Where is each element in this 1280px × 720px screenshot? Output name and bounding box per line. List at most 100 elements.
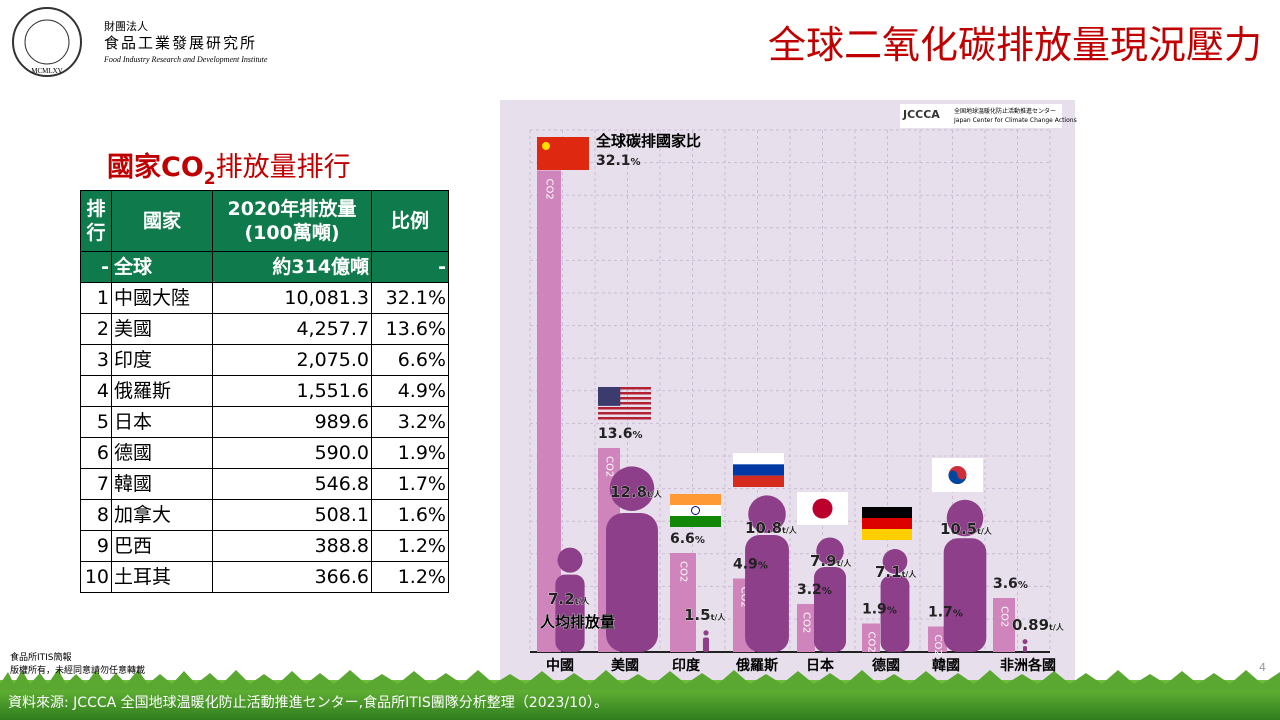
table-cell: 8 bbox=[80, 499, 112, 531]
total-cell: 約314億噸 bbox=[212, 251, 372, 283]
table-cell: 土耳其 bbox=[111, 561, 213, 593]
header-cell: 排行 bbox=[80, 190, 112, 252]
figure-body bbox=[943, 538, 987, 652]
bar-co2: CO2 bbox=[739, 587, 750, 608]
bar-co2: CO2 bbox=[604, 456, 615, 477]
bar-co2: CO2 bbox=[801, 612, 812, 633]
per-capita-label: 10.5t/人 bbox=[940, 520, 993, 538]
per-capita-label: 0.89t/人 bbox=[1012, 616, 1065, 634]
country-label: 韓國 bbox=[932, 657, 960, 674]
share-value: 4.9 bbox=[733, 557, 758, 573]
header-cell: 國家 bbox=[111, 190, 213, 252]
per-capita-figure bbox=[880, 549, 910, 652]
grass-blades bbox=[0, 669, 1280, 690]
flag bbox=[670, 494, 721, 505]
share-bar bbox=[537, 170, 561, 652]
total-row: - 全球 約314億噸 - bbox=[80, 251, 449, 283]
table-cell: 9 bbox=[80, 530, 112, 562]
figure-body bbox=[702, 637, 710, 652]
country-label: 德國 bbox=[872, 657, 900, 674]
header-text: (100萬噸) bbox=[244, 222, 340, 244]
header-text: 行 bbox=[86, 222, 106, 244]
per-capita-label: 7.9t/人 bbox=[810, 552, 852, 570]
share-value: 3.2 bbox=[797, 582, 822, 598]
table-cell: 印度 bbox=[111, 344, 213, 376]
total-cell: 全球 bbox=[111, 251, 213, 283]
per-capita-figure bbox=[555, 547, 585, 652]
per-capita-unit: t/人 bbox=[837, 558, 853, 568]
share-value: 6.6 bbox=[670, 531, 695, 547]
share-label: 3.6% bbox=[993, 576, 1028, 592]
table-cell: 7 bbox=[80, 468, 112, 500]
per-capita-unit: t/人 bbox=[1049, 622, 1065, 632]
table-cell: 中國大陸 bbox=[111, 282, 213, 314]
table-cell: 5 bbox=[80, 406, 112, 438]
country-label: 美國 bbox=[611, 657, 639, 674]
flag bbox=[670, 505, 721, 516]
share-bar bbox=[670, 553, 696, 652]
flag bbox=[537, 137, 589, 170]
table-cell: 1.6% bbox=[371, 499, 449, 531]
org-type: 財團法人 bbox=[104, 19, 148, 33]
share-unit: % bbox=[1018, 580, 1028, 591]
per-capita-title: 人均排放量 bbox=[540, 613, 615, 631]
org-english: Food Industry Research and Development I… bbox=[103, 55, 268, 64]
org-name: 食品工業發展研究所 bbox=[104, 34, 257, 52]
table-cell: 1.9% bbox=[371, 437, 449, 469]
table-row: 10 土耳其 366.6 1.2% bbox=[80, 561, 449, 593]
per-capita-value: 10.5 bbox=[940, 520, 977, 538]
header-text: 比例 bbox=[390, 210, 429, 232]
share-unit: % bbox=[887, 606, 897, 617]
table-cell: 3 bbox=[80, 344, 112, 376]
share-unit: % bbox=[633, 430, 643, 441]
table-cell: 6.6% bbox=[371, 344, 449, 376]
figure-head bbox=[703, 630, 709, 636]
share-value: 1.9 bbox=[862, 602, 887, 618]
per-capita-value: 7.9 bbox=[810, 552, 837, 570]
figure-body bbox=[555, 574, 585, 652]
bar-co2: CO2 bbox=[678, 561, 689, 582]
table-caption: 國家CO2排放量排行 bbox=[107, 151, 351, 189]
per-capita-figure bbox=[1022, 639, 1028, 652]
table-row: 2 美國 4,257.7 13.6% bbox=[80, 313, 449, 345]
flag-sun bbox=[812, 498, 833, 519]
per-capita-unit: t/人 bbox=[711, 612, 727, 622]
figure-head bbox=[946, 499, 984, 537]
flag bbox=[670, 516, 721, 527]
share-label: 6.6% bbox=[670, 531, 705, 547]
share-title: 全球碳排國家比 bbox=[595, 132, 701, 150]
per-capita-label: 7.2t/人 bbox=[548, 590, 590, 608]
jccca-logo bbox=[900, 104, 1062, 128]
table-cell: 加拿大 bbox=[111, 499, 213, 531]
per-capita-figure bbox=[943, 499, 987, 652]
table-cell: 13.6% bbox=[371, 313, 449, 345]
per-capita-figure bbox=[813, 537, 847, 652]
share-label: 4.9% bbox=[733, 557, 768, 573]
share-unit: % bbox=[822, 586, 832, 597]
header-text: 2020年排放量 bbox=[227, 198, 357, 220]
table-cell: 2 bbox=[80, 313, 112, 345]
flag bbox=[733, 475, 784, 487]
country-label: 中國 bbox=[546, 657, 574, 674]
jccca-mark: JCCCA bbox=[902, 108, 940, 121]
share-value: 13.6 bbox=[598, 426, 633, 442]
table-row: 5 日本 989.6 3.2% bbox=[80, 406, 449, 438]
flag bbox=[862, 518, 912, 529]
share-label: 3.2% bbox=[797, 582, 832, 598]
bar-co2: CO2 bbox=[544, 179, 555, 200]
share-unit: % bbox=[695, 535, 705, 546]
header-text: 排 bbox=[86, 198, 106, 220]
per-capita-unit: t/人 bbox=[902, 569, 918, 579]
table-cell: 546.8 bbox=[212, 468, 372, 500]
table-cell: 1.2% bbox=[371, 561, 449, 593]
bar-co2: CO2 bbox=[999, 606, 1010, 627]
flag-canton bbox=[598, 387, 621, 406]
figure-head bbox=[557, 547, 583, 573]
country-label: 非洲各國 bbox=[1000, 657, 1056, 674]
per-capita-figure bbox=[745, 495, 789, 652]
table-cell: 366.6 bbox=[212, 561, 372, 593]
flag bbox=[598, 412, 651, 415]
flag bbox=[598, 407, 651, 410]
